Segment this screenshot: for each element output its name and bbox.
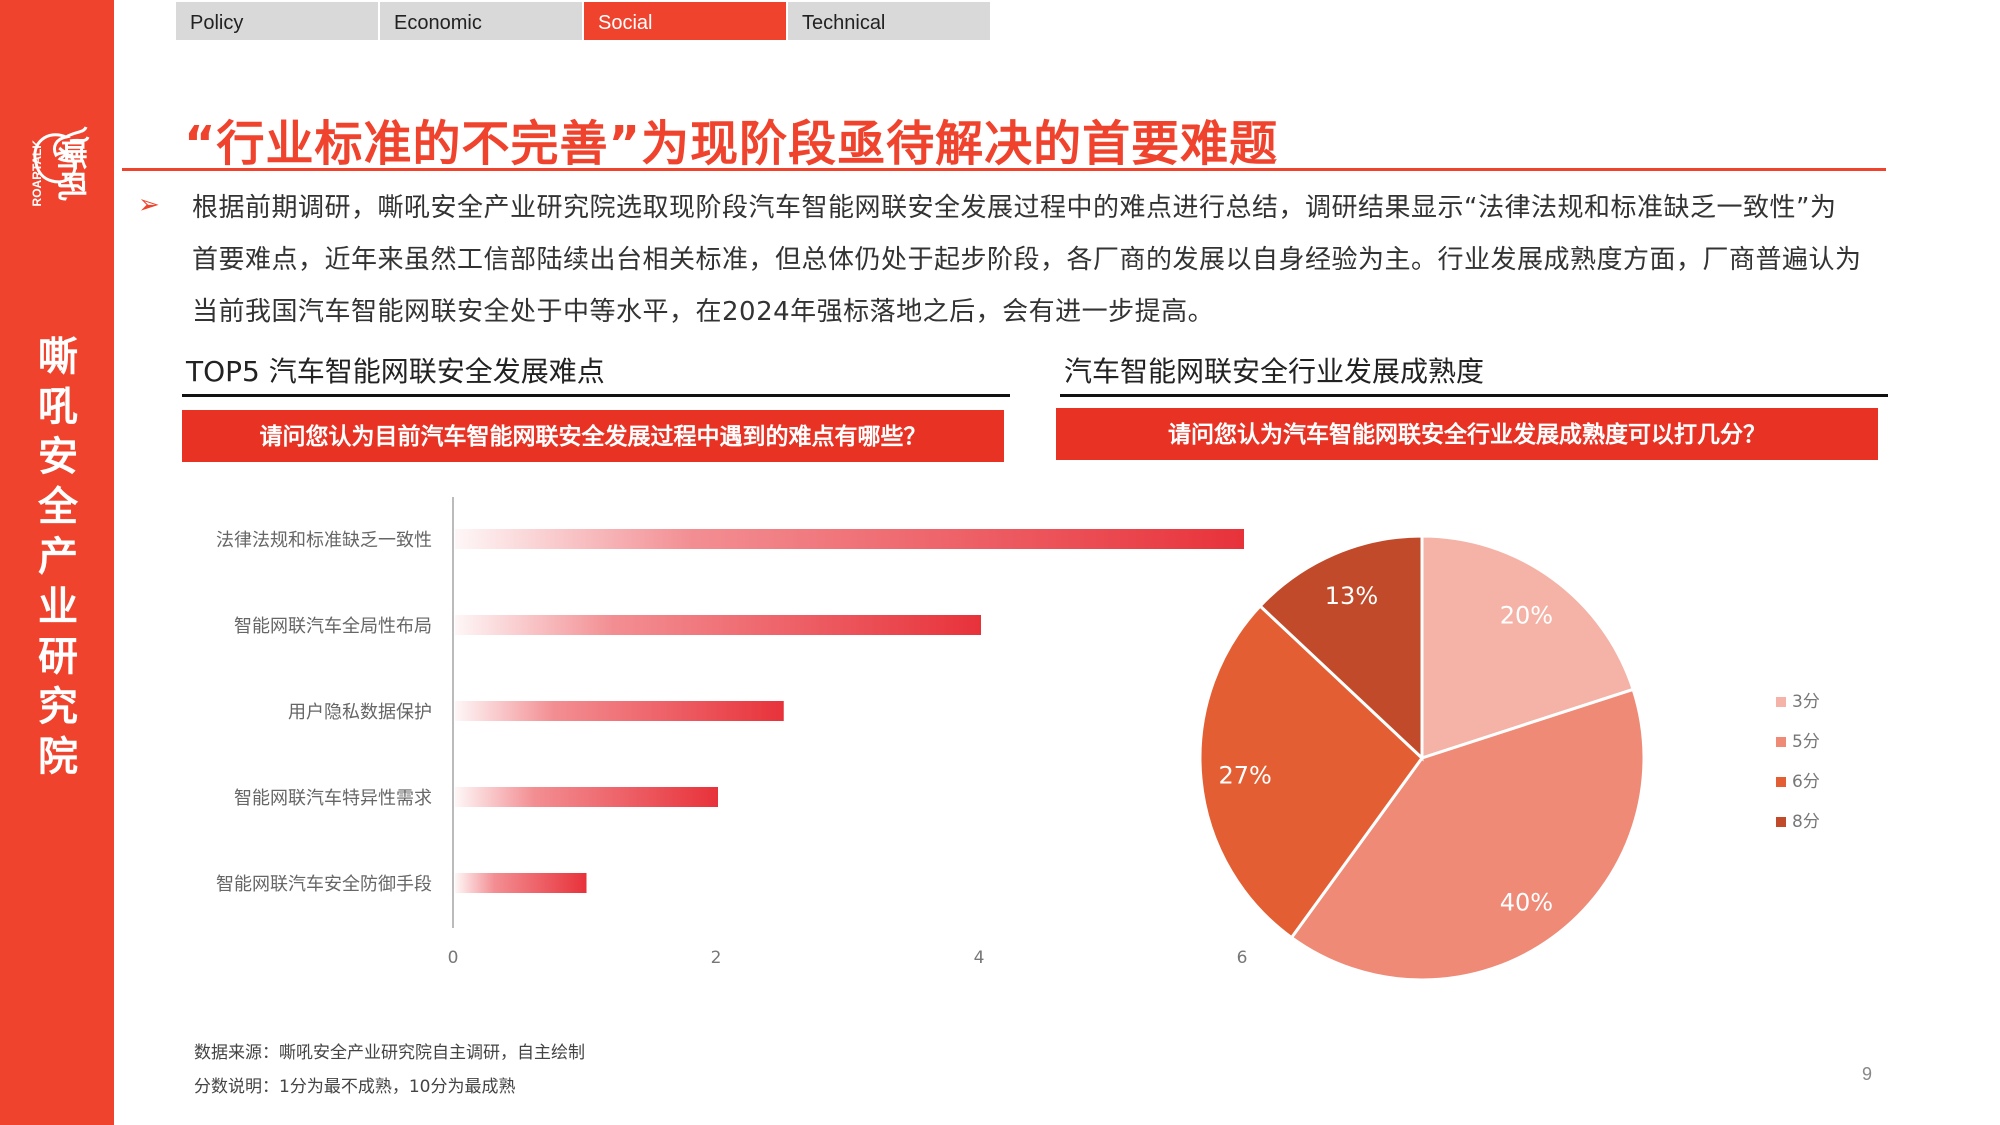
legend-swatch xyxy=(1776,737,1786,747)
pest-tabs: Policy Economic Social Technical xyxy=(176,2,992,40)
bar-x-tick-label: 2 xyxy=(711,948,722,968)
legend-swatch xyxy=(1776,697,1786,707)
brand-sidebar: 嘶吼 ROARTALK 嘶吼安全产业研究院 xyxy=(0,0,114,1125)
legend-swatch xyxy=(1776,777,1786,787)
bar-x-tick-label: 4 xyxy=(974,948,985,968)
brand-name: 嘶吼 xyxy=(53,140,88,202)
summary-paragraph: 根据前期调研，嘶吼安全产业研究院选取现阶段汽车智能网联安全发展过程中的难点进行总… xyxy=(192,193,1862,327)
legend-label: 5分 xyxy=(1792,732,1820,752)
bar-x-tick-label: 0 xyxy=(448,948,459,968)
right-section-rule xyxy=(1060,394,1888,397)
bar xyxy=(455,529,1244,549)
page-number: 9 xyxy=(1862,1064,1873,1084)
legend-label: 8分 xyxy=(1792,812,1820,832)
tab-technical[interactable]: Technical xyxy=(788,2,990,40)
bar-category-label: 智能网联汽车安全防御手段 xyxy=(216,874,432,895)
bar-x-tick-label: 6 xyxy=(1237,948,1248,968)
right-section-title: 汽车智能网联安全行业发展成熟度 xyxy=(1064,355,1485,388)
pie-slice xyxy=(1258,534,1424,762)
pie-slice xyxy=(1198,603,1424,940)
bar xyxy=(455,787,718,807)
left-section-rule xyxy=(182,394,1010,397)
bar xyxy=(455,615,981,635)
roartalk-logo-icon xyxy=(33,126,90,184)
pie-slice xyxy=(1420,534,1636,761)
title-divider xyxy=(122,168,1886,171)
pie-value-label: 13% xyxy=(1325,582,1378,610)
data-source-note: 数据来源：嘶吼安全产业研究院自主调研，自主绘制 xyxy=(194,1043,585,1063)
legend-label: 3分 xyxy=(1792,692,1820,712)
bar-category-label: 智能网联汽车全局性布局 xyxy=(234,616,432,637)
left-section-title: TOP5 汽车智能网联安全发展难点 xyxy=(186,355,605,388)
sidebar-title: 嘶吼安全产业研究院 xyxy=(38,333,78,780)
pie-value-label: 20% xyxy=(1500,601,1553,629)
bar-category-label: 用户隐私数据保护 xyxy=(288,702,432,723)
legend-swatch xyxy=(1776,817,1786,827)
legend-label: 6分 xyxy=(1792,772,1820,792)
tab-social[interactable]: Social xyxy=(584,2,786,40)
right-question-banner: 请问您认为汽车智能网联安全行业发展成熟度可以打几分？ xyxy=(1056,408,1878,460)
bar xyxy=(455,701,784,721)
bar xyxy=(455,873,587,893)
tab-policy[interactable]: Policy xyxy=(176,2,378,40)
left-question-banner: 请问您认为目前汽车智能网联安全发展过程中遇到的难点有哪些？ xyxy=(182,410,1004,462)
page-title: “行业标准的不完善”为现阶段亟待解决的首要难题 xyxy=(184,116,1279,172)
score-note: 分数说明：1分为最不成熟，10分为最成熟 xyxy=(194,1077,516,1097)
pie-value-label: 40% xyxy=(1500,889,1553,917)
bar-category-label: 智能网联汽车特异性需求 xyxy=(234,788,432,809)
pie-value-label: 27% xyxy=(1219,762,1272,790)
bullet-arrow-icon: ➢ xyxy=(138,190,160,220)
pie-slice xyxy=(1289,687,1646,982)
bar-category-label: 法律法规和标准缺乏一致性 xyxy=(216,530,432,551)
tab-economic[interactable]: Economic xyxy=(380,2,582,40)
